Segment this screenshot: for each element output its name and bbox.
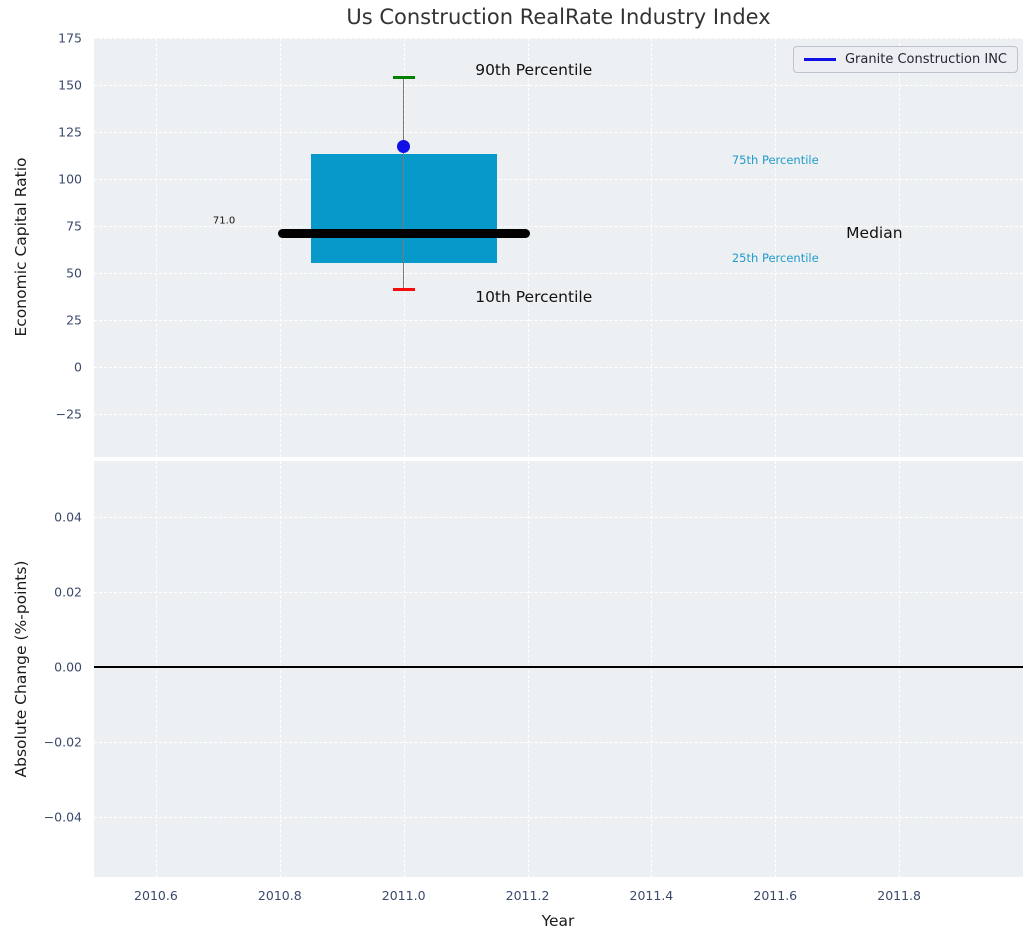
x-tick-label: 2011.6 <box>753 888 798 903</box>
top-y-tick-label: 100 <box>58 171 82 187</box>
gridline-horizontal <box>94 131 1023 133</box>
bottom-y-tick-label: 0.04 <box>54 509 82 525</box>
gridline-horizontal <box>94 319 1023 321</box>
gridline-horizontal <box>94 742 1023 744</box>
gridline-vertical <box>899 38 901 457</box>
x-tick-label: 2011.0 <box>381 888 426 903</box>
cap-10th-percentile <box>392 288 415 292</box>
bottom-y-tick-label: 0.00 <box>54 659 82 675</box>
bottom-y-tick-label: −0.02 <box>43 734 82 750</box>
gridline-horizontal <box>94 38 1023 39</box>
x-tick-label: 2011.2 <box>505 888 550 903</box>
gridline-vertical <box>279 38 281 457</box>
bottom-y-tick-label: −0.04 <box>43 809 82 825</box>
top-y-tick-label: 150 <box>58 77 82 93</box>
gridline-vertical <box>155 461 157 877</box>
legend-line-sample <box>803 58 836 61</box>
gridline-vertical <box>527 38 529 457</box>
legend: Granite Construction INC <box>792 46 1018 73</box>
annotation-71-0: 71.0 <box>212 215 236 227</box>
top-y-tick-label: 175 <box>58 30 82 46</box>
gridline-horizontal <box>94 517 1023 519</box>
top-y-tick-label: 25 <box>66 312 82 328</box>
cap-90th-percentile <box>392 75 415 79</box>
gridline-horizontal <box>94 817 1023 819</box>
bottom-plot-area <box>94 461 1023 877</box>
annotation-25th-percentile: 25th Percentile <box>731 250 819 265</box>
gridline-vertical <box>527 461 529 877</box>
gridline-vertical <box>155 38 157 457</box>
legend-label: Granite Construction INC <box>844 52 1007 67</box>
bottom-y-tick-label: 0.02 <box>54 584 82 600</box>
top-y-tick-label: −25 <box>55 406 82 422</box>
gridline-horizontal <box>94 413 1023 415</box>
top-y-tick-label: 125 <box>58 124 82 140</box>
gridline-horizontal <box>94 592 1023 594</box>
top-y-tick-label: 50 <box>66 265 82 281</box>
x-tick-label: 2010.6 <box>134 888 178 903</box>
gridline-horizontal <box>94 225 1023 227</box>
annotation-75th-percentile: 75th Percentile <box>731 153 819 168</box>
gridline-vertical <box>651 461 653 877</box>
gridline-vertical <box>403 461 405 877</box>
gridline-horizontal <box>94 272 1023 274</box>
x-tick-label: 2011.8 <box>877 888 921 903</box>
gridline-vertical <box>899 461 901 877</box>
top-y-tick-label: 0 <box>74 359 82 375</box>
x-tick-label: 2010.8 <box>257 888 302 903</box>
company-marker <box>397 139 411 153</box>
x-axis-label: Year <box>541 912 575 930</box>
gridline-horizontal <box>94 178 1023 180</box>
zero-line <box>94 666 1023 669</box>
chart-title: Us Construction RealRate Industry Index <box>346 5 771 29</box>
annotation-10th-percentile: 10th Percentile <box>475 288 593 307</box>
gridline-vertical <box>775 461 777 877</box>
gridline-horizontal <box>94 366 1023 368</box>
top-plot-area: Granite Construction INC 90th Percentile… <box>94 38 1023 457</box>
gridline-horizontal <box>94 84 1023 86</box>
top-y-tick-label: 75 <box>66 218 82 234</box>
x-tick-label: 2011.4 <box>629 888 674 903</box>
annotation-90th-percentile: 90th Percentile <box>475 60 593 79</box>
gridline-vertical <box>775 38 777 457</box>
gridline-vertical <box>651 38 653 457</box>
annotation-median: Median <box>846 224 903 243</box>
median-line <box>277 228 530 238</box>
gridline-vertical <box>279 461 281 877</box>
whisker-line <box>402 77 405 290</box>
